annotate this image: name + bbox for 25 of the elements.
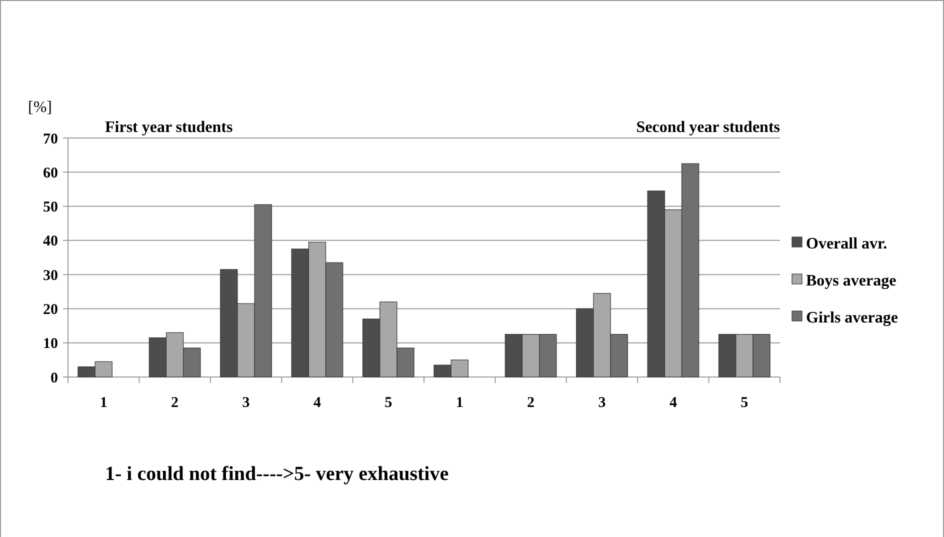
- x-tick-label: 1: [456, 395, 464, 411]
- legend-label: Girls average: [806, 310, 898, 327]
- x-tick-label: 5: [384, 395, 392, 411]
- x-tick-label: 4: [313, 395, 322, 411]
- y-tick-label: 40: [43, 234, 58, 250]
- x-tick-label: 4: [669, 395, 678, 411]
- y-tick-label: 20: [43, 302, 58, 318]
- x-tick-label: 1: [100, 395, 108, 411]
- y-tick-label: 70: [43, 131, 58, 148]
- y-tick-label: 60: [43, 165, 58, 182]
- text: First year students: [105, 119, 233, 136]
- legend-label: Boys average: [806, 272, 896, 290]
- x-tick-label: 2: [527, 395, 535, 411]
- x-tick-label: 3: [242, 395, 250, 411]
- y-tick-label: 10: [43, 336, 58, 352]
- y-tick-label: 30: [43, 268, 58, 284]
- x-tick-label: 3: [598, 395, 606, 411]
- text: Second year students: [636, 119, 780, 136]
- x-tick-label: 2: [171, 395, 179, 411]
- x-tick-label: 5: [740, 395, 748, 411]
- y-tick-label: 50: [43, 200, 58, 216]
- legend-label: Overall avr.: [806, 236, 888, 253]
- y-tick-label: 0: [50, 370, 58, 386]
- text: 1- i could not find---->5- very exhaustive: [105, 463, 449, 485]
- y-axis-title: [%]: [28, 99, 52, 116]
